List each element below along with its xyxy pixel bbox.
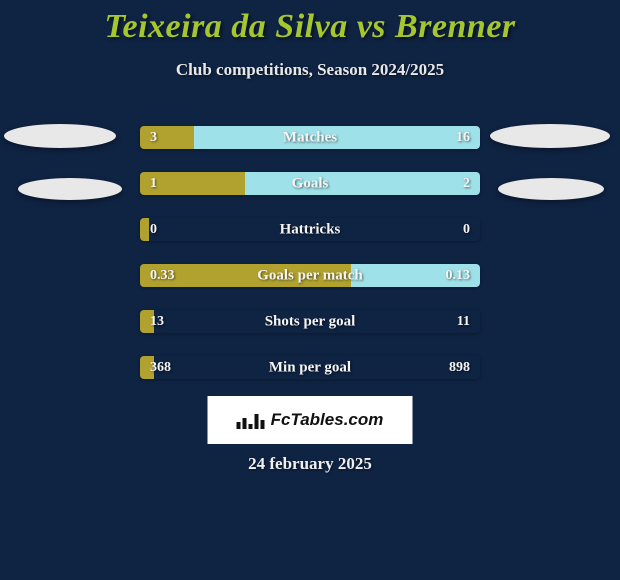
right-bar (245, 172, 480, 195)
stat-row: 316Matches (140, 126, 480, 149)
stat-row: 12Goals (140, 172, 480, 195)
brand-text: FcTables.com (271, 410, 384, 430)
right-value: 0 (463, 222, 470, 238)
left-bar (140, 356, 154, 379)
page-title: Teixeira da Silva vs Brenner (0, 0, 620, 46)
avatar-ellipse (498, 178, 604, 200)
left-bar (140, 126, 194, 149)
left-bar (140, 264, 351, 287)
left-bar (140, 172, 245, 195)
stat-row: 368898Min per goal (140, 356, 480, 379)
avatar-ellipse (18, 178, 122, 200)
brand-badge: FcTables.com (208, 396, 413, 444)
stat-label: Min per goal (140, 359, 480, 376)
subtitle: Club competitions, Season 2024/2025 (0, 60, 620, 80)
comparison-bars: 316Matches 12Goals 0 0Hattricks 0.330.13Goal… (140, 126, 480, 402)
left-bar (140, 218, 149, 241)
left-value: 0 (150, 222, 157, 238)
date-text: 24 february 2025 (0, 454, 620, 474)
stat-row: 1311Shots per goal (140, 310, 480, 333)
avatar-ellipse (4, 124, 116, 148)
stat-label: Shots per goal (140, 313, 480, 330)
right-value: 11 (457, 314, 470, 330)
right-value: 898 (449, 360, 470, 376)
left-bar (140, 310, 154, 333)
stat-row: 0 0Hattricks (140, 218, 480, 241)
avatar-ellipse (490, 124, 610, 148)
stat-row: 0.330.13Goals per match (140, 264, 480, 287)
right-bar (351, 264, 480, 287)
right-bar (194, 126, 480, 149)
stat-label: Hattricks (140, 221, 480, 238)
bars-icon (237, 411, 265, 429)
